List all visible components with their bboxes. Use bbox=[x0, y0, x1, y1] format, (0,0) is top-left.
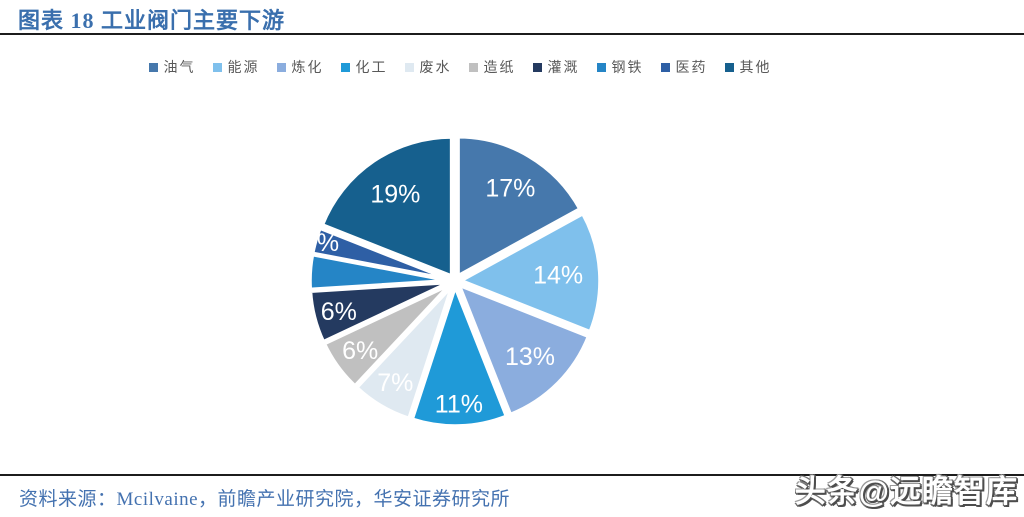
pie-slice-irrigation bbox=[308, 280, 451, 344]
legend-item-irrigation: 灌溉 bbox=[532, 57, 580, 77]
pie-slice-oil-gas bbox=[456, 135, 582, 278]
legend-label-pharma: 医药 bbox=[675, 61, 708, 76]
title-divider-line bbox=[0, 33, 1024, 35]
legend-item-other: 其他 bbox=[724, 57, 772, 77]
legend-item-steel: 钢铁 bbox=[596, 57, 644, 77]
pie-slice-other bbox=[320, 135, 454, 278]
legend-label-energy: 能源 bbox=[227, 61, 260, 76]
legend-label-papermaking: 造纸 bbox=[483, 61, 516, 76]
pie-slice-pharma bbox=[310, 226, 451, 282]
pie-slice-label-papermaking: 6% bbox=[342, 337, 378, 365]
pie-slice-label-chemical: 11% bbox=[435, 391, 483, 419]
legend-marker-icon bbox=[724, 62, 734, 72]
legend-label-other: 其他 bbox=[739, 61, 772, 76]
legend-marker-icon bbox=[468, 62, 478, 72]
pie-slice-refining bbox=[457, 283, 591, 417]
legend-marker-icon bbox=[404, 62, 414, 72]
pie-slice-papermaking bbox=[322, 282, 452, 388]
legend-marker-icon bbox=[212, 62, 222, 72]
legend-marker-icon bbox=[532, 62, 542, 72]
legend-item-chemical: 化工 bbox=[340, 57, 388, 77]
legend-item-refining: 炼化 bbox=[276, 57, 324, 77]
legend-label-refining: 炼化 bbox=[291, 61, 324, 76]
pie-slice-wastewater bbox=[355, 284, 454, 421]
legend-item-papermaking: 造纸 bbox=[468, 57, 516, 77]
pie-slice-chemical bbox=[410, 285, 509, 428]
watermark-text: 头条@远瞻智库 bbox=[794, 474, 1018, 509]
pie-slice-label-refining: 13% bbox=[505, 343, 555, 371]
pie-slice-label-energy: 14% bbox=[533, 262, 583, 290]
legend-marker-icon bbox=[660, 62, 670, 72]
legend-label-steel: 钢铁 bbox=[611, 61, 644, 76]
legend-item-wastewater: 废水 bbox=[404, 57, 452, 77]
chart-legend: 油气 能源 炼化 化工 废水 造纸 灌溉 钢铁 医药 其他 bbox=[0, 57, 920, 77]
legend-marker-icon bbox=[596, 62, 606, 72]
legend-item-oil-gas: 油气 bbox=[148, 57, 196, 77]
legend-label-chemical: 化工 bbox=[355, 61, 388, 76]
legend-item-energy: 能源 bbox=[212, 57, 260, 77]
pie-slice-energy bbox=[459, 211, 602, 334]
legend-label-wastewater: 废水 bbox=[419, 61, 452, 76]
legend-item-pharma: 医药 bbox=[660, 57, 708, 77]
pie-slice-label-irrigation: 6% bbox=[321, 298, 357, 326]
legend-label-oil-gas: 油气 bbox=[163, 61, 196, 76]
source-note: 资料来源：Mcilvaine，前瞻产业研究院，华安证券研究所 bbox=[19, 489, 511, 510]
legend-marker-icon bbox=[340, 62, 350, 72]
legend-marker-icon bbox=[276, 62, 286, 72]
pie-slice-label-pharma: 3% bbox=[303, 229, 339, 257]
legend-marker-icon bbox=[148, 62, 158, 72]
legend-label-irrigation: 灌溉 bbox=[547, 61, 580, 76]
pie-slice-label-wastewater: 7% bbox=[377, 369, 413, 397]
footer-divider-line bbox=[0, 474, 1024, 476]
figure-title: 图表 18 工业阀门主要下游 bbox=[18, 8, 286, 33]
pie-slice-label-other: 19% bbox=[370, 180, 420, 208]
pie-slice-label-oil-gas: 17% bbox=[485, 174, 535, 202]
